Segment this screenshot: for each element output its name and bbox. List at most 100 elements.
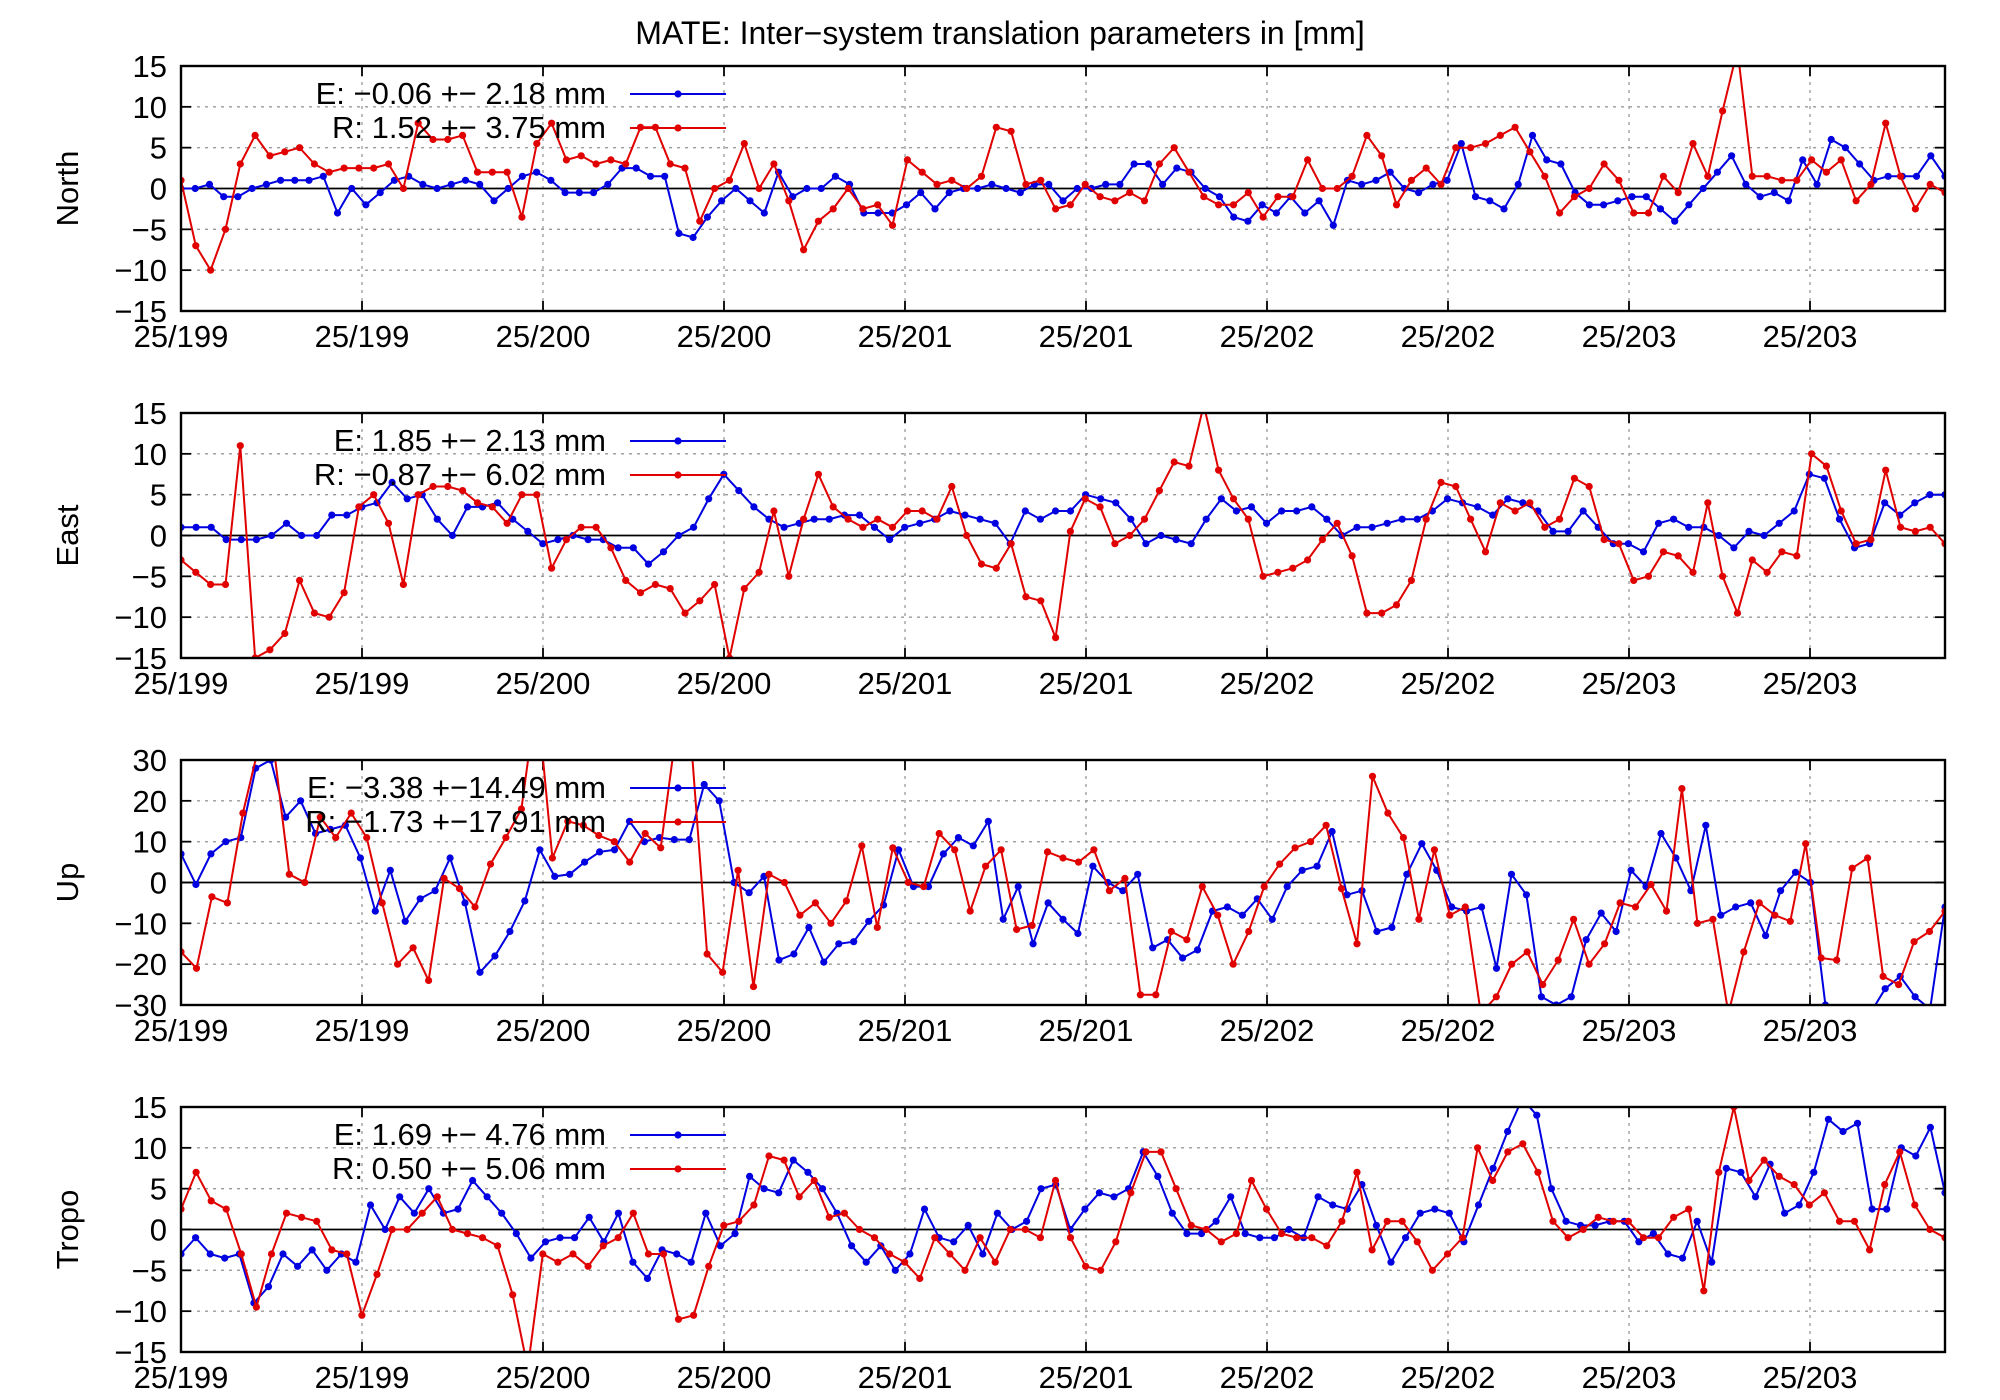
data-point-E [825,515,833,523]
data-point-E [1201,184,1209,193]
data-point-R [1007,127,1015,135]
data-point-R [1407,576,1415,585]
data-point-E [1313,862,1321,870]
data-point-E [1519,1095,1526,1102]
legend-marker-R [674,124,682,132]
data-point-R [1719,107,1727,115]
data-point-R [1333,184,1341,193]
data-point-R [800,515,808,523]
data-point-E [659,548,668,556]
data-point-E [920,1205,929,1213]
x-tick-label: 25/201 [858,666,953,701]
data-point-E [1089,862,1097,870]
data-point-R [1911,205,1919,213]
data-point-E [1353,523,1361,531]
data-point-R [518,213,526,221]
data-point-R [1007,540,1015,548]
data-point-E [1262,519,1271,527]
data-point-R [1910,938,1918,946]
y-axis-label: North [50,151,85,227]
data-point-E [1795,1201,1803,1209]
data-point-E [1119,887,1127,895]
data-point-E [1021,507,1029,515]
data-point-R [1157,1148,1165,1156]
data-point-R [1274,568,1282,576]
data-point-E [234,193,242,201]
data-point-E [1095,1189,1103,1197]
data-point-E [1824,1115,1832,1123]
data-point-E [1413,515,1421,523]
data-point-E [1884,172,1892,180]
data-point-E [646,172,655,180]
data-point-E [716,1242,725,1250]
data-point-E [1784,197,1793,205]
data-point-R [1616,899,1624,907]
data-point-R [1304,156,1312,164]
data-point-R [1867,536,1875,544]
data-point-R [666,585,674,593]
data-point-R [1081,180,1089,188]
data-point-R [1647,880,1655,889]
y-tick-label: −10 [114,600,167,635]
data-point-R [1662,907,1671,915]
data-point-R [607,156,615,164]
data-point-R [1693,919,1701,927]
data-point-E [291,176,299,184]
data-point-R [1556,209,1564,217]
data-point-R [1172,1185,1180,1193]
legend-marker-E [674,90,682,98]
data-point-R [607,544,615,552]
data-point-R [844,184,852,193]
data-point-R [703,950,711,958]
data-point-E [1489,511,1497,519]
x-tick-label: 25/203 [1763,666,1858,701]
plot-frame [179,411,1947,660]
data-point-R [310,609,318,617]
data-point-R [734,866,742,874]
data-point-R [659,1250,668,1258]
data-point-R [1879,972,1887,981]
data-point-R [1437,180,1445,188]
data-point-R [1496,131,1504,139]
data-point-E [1760,531,1768,540]
data-point-R [548,119,556,127]
plot-frame [179,64,1947,313]
data-point-R [207,1197,215,1205]
data-point-E [810,515,818,523]
data-point-E [835,940,843,948]
data-point-E [745,889,753,897]
data-point-R [725,176,734,184]
x-tick-label: 25/203 [1582,666,1677,701]
data-point-R [1670,1213,1678,1221]
data-point-R [1778,548,1786,556]
series-line-R [181,1107,1945,1352]
data-point-R [1835,1217,1844,1225]
y-tick-label: −20 [114,947,167,982]
data-point-R [1600,160,1608,168]
data-point-E [804,1168,812,1176]
legend-marker-E [674,784,682,792]
x-tick-label: 25/199 [134,1360,229,1395]
data-point-R [1805,1201,1813,1209]
data-point-R [935,829,943,838]
y-tick-label: −5 [132,212,167,247]
data-point-E [1715,531,1723,540]
data-point-R [1609,1217,1617,1225]
data-point-R [1348,172,1356,180]
data-point-E [1258,201,1266,209]
data-point-R [1808,450,1816,458]
data-point-R [785,572,793,580]
data-point-E [1368,523,1376,531]
data-point-R [579,821,587,829]
data-point-R [270,744,277,751]
data-point-E [237,536,245,544]
data-point-E [1912,172,1921,180]
data-point-R [1594,1213,1602,1221]
data-point-R [711,184,719,193]
data-point-E [670,836,678,844]
data-point-E [1431,1205,1439,1213]
data-point-E [1202,515,1210,523]
data-point-R [488,503,496,511]
